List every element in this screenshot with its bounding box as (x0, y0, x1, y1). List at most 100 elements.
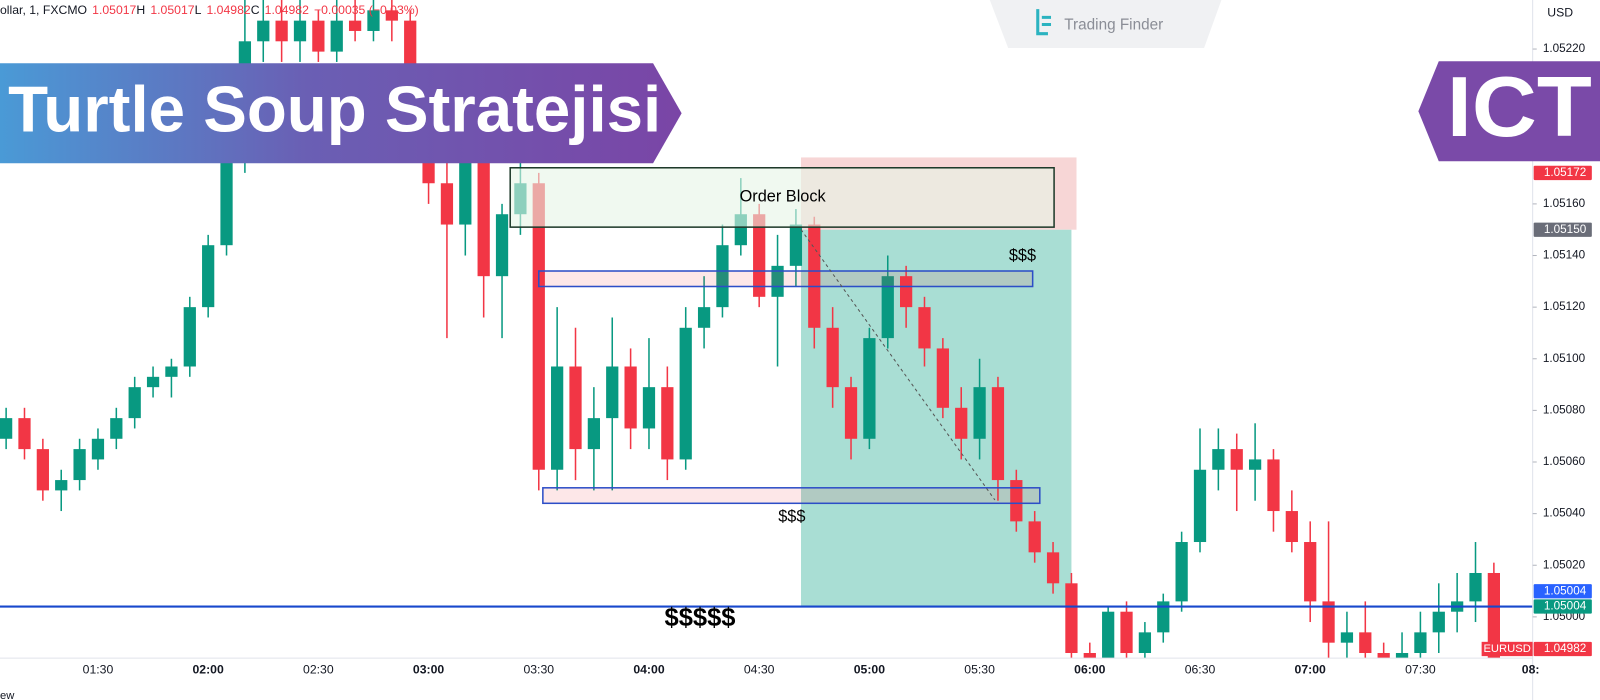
x-tick-label: 02:30 (303, 663, 334, 677)
candle-body (1340, 632, 1354, 643)
candle-body (1487, 572, 1500, 659)
candle-body (844, 387, 858, 439)
candle-body (642, 387, 656, 429)
candle-body (551, 366, 564, 470)
x-tick-label: 06:30 (1185, 663, 1216, 677)
x-tick-label: 02:00 (193, 663, 224, 677)
candle-body (440, 183, 454, 225)
candle-body (367, 10, 380, 31)
zone (538, 270, 1034, 288)
candle-body (1230, 449, 1243, 470)
candle-body (1193, 469, 1207, 543)
candle-body (1248, 459, 1262, 470)
y-tick-label: 1.05020 (1543, 558, 1586, 571)
candle-body (1175, 542, 1188, 602)
candle-body (624, 366, 637, 429)
candle-body (1065, 583, 1078, 654)
banner-bg (0, 63, 682, 164)
price-label-bg (1533, 165, 1592, 181)
candle-body (128, 387, 141, 419)
candle-body (73, 449, 86, 481)
x-tick-label: 03:00 (413, 663, 444, 677)
candle-body (202, 245, 215, 308)
x-tick-label: 04:30 (744, 663, 775, 677)
header-part: 1.05017 (150, 3, 194, 17)
x-tick-label: 05:30 (964, 663, 995, 677)
banner-title: Turtle Soup Stratejisi (8, 73, 661, 146)
candle-body (1432, 611, 1445, 633)
price-label-bg (1533, 584, 1592, 599)
candle-body (1083, 653, 1096, 659)
price-label: 1.05004 (1544, 584, 1587, 597)
header-part: O (78, 3, 88, 17)
candle-body (1285, 511, 1298, 543)
candle-body (1304, 542, 1317, 602)
candle-body (661, 387, 674, 460)
candle-body (918, 307, 931, 349)
candle-body (312, 20, 325, 52)
annotation: $$$ (1009, 246, 1036, 264)
candle-body (477, 162, 490, 277)
candle-body (348, 20, 362, 31)
price-label: 1.05172 (1544, 166, 1586, 179)
candle-body (385, 10, 398, 21)
annotation: $$$ (778, 508, 805, 526)
header-part: −0.00035 (−0.03%) (314, 3, 419, 17)
candle-body (1102, 611, 1115, 659)
currency: USD (1547, 5, 1573, 19)
candle-body (679, 327, 692, 460)
badge-bg (1418, 61, 1600, 162)
candle-body (1028, 521, 1041, 553)
y-tick-label: 1.05100 (1543, 352, 1586, 365)
candle-body (0, 418, 13, 439)
header-part: 1.05017 (92, 3, 136, 17)
x-tick-label: 04:00 (633, 663, 664, 677)
y-tick-label: 1.05140 (1543, 249, 1586, 262)
candle-body (955, 407, 968, 439)
candle-body (55, 480, 68, 491)
x-tick-label: 07:00 (1295, 663, 1326, 677)
candle-body (1322, 601, 1335, 643)
candle-body (275, 20, 288, 42)
candle-body (808, 224, 821, 328)
badge: ICT (1447, 59, 1592, 155)
candle-body (1359, 632, 1372, 654)
candle-body (18, 418, 31, 450)
candle-body (1010, 480, 1023, 522)
candle-body (1377, 653, 1390, 659)
candle-body (257, 20, 270, 42)
x-tick-label: 03:30 (523, 663, 554, 677)
watermark-logo (1036, 9, 1052, 36)
watermark-bg (989, 0, 1222, 48)
y-tick-label: 1.05040 (1543, 507, 1586, 520)
candle-body (881, 276, 894, 339)
candle-body (863, 338, 876, 439)
price-label: 1.05150 (1544, 223, 1587, 236)
symbol-label-bg (1481, 641, 1533, 657)
candle-body (1267, 459, 1280, 512)
candle-body (716, 245, 729, 308)
candle-body (697, 307, 711, 328)
zone (509, 167, 1055, 228)
header-part: L (195, 3, 202, 17)
header-part: 1.04982 (206, 3, 250, 17)
candle-body (1046, 552, 1060, 584)
candle-body (495, 214, 509, 277)
y-tick-label: 1.05160 (1543, 197, 1586, 210)
y-tick-label: 1.05080 (1543, 403, 1586, 416)
x-tick-label: 07:30 (1405, 663, 1436, 677)
watermark: Trading Finder (1064, 17, 1163, 34)
candle-body (532, 183, 545, 470)
candle-body (569, 366, 582, 450)
footer: ew (0, 690, 15, 700)
candle-body (991, 387, 1005, 481)
symbol-label: EURUSD (1483, 643, 1530, 655)
ohlc-header: ollar, 1, FXCMO 1.05017H 1.05017L 1.04982C 1… (0, 3, 419, 17)
candle-body (110, 418, 123, 439)
candle-body (1414, 632, 1427, 654)
header-part: C (251, 3, 260, 17)
y-tick-label: 1.05060 (1543, 455, 1586, 468)
zone (542, 487, 1041, 505)
